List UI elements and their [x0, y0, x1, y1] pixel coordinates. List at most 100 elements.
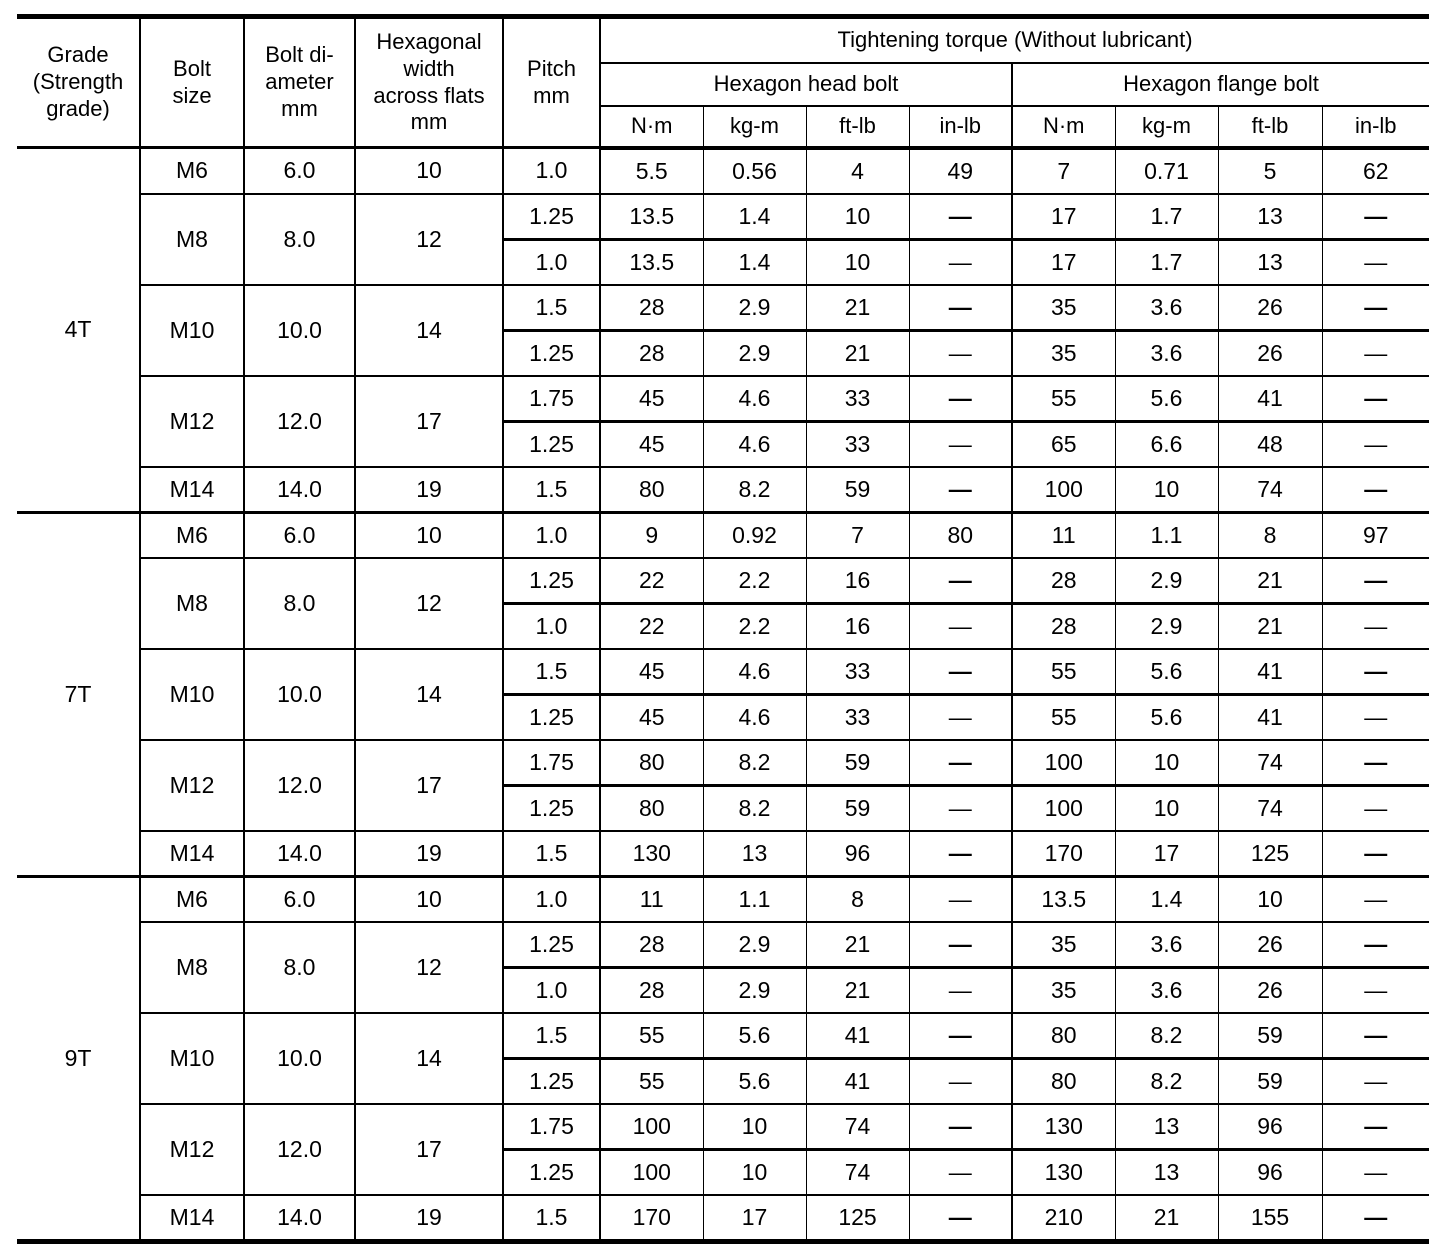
torque-value-cell: 13 [1114, 1102, 1219, 1150]
torque-value-cell: — [1321, 1102, 1430, 1150]
torque-value-cell: — [1321, 920, 1430, 968]
torque-value-cell: 2.9 [1114, 556, 1219, 604]
bolt-size-cell: M10 [139, 647, 245, 741]
torque-value-cell: 33 [805, 419, 910, 468]
torque-value-cell: 22 [599, 556, 704, 604]
torque-value-cell: 8.2 [1114, 1011, 1219, 1059]
torque-value-cell: — [908, 465, 1013, 513]
torque-value-cell: 125 [805, 1193, 910, 1244]
torque-value-cell: 13 [1217, 192, 1323, 240]
torque-value-cell: 21 [805, 328, 910, 377]
bolt-size-cell: M8 [139, 556, 245, 650]
torque-value-cell: — [1321, 237, 1430, 286]
torque-value-cell: — [908, 601, 1013, 650]
torque-value-cell: — [1321, 829, 1430, 877]
torque-value-cell: 59 [805, 738, 910, 786]
torque-value-cell: 10 [805, 237, 910, 286]
torque-value-cell: — [908, 556, 1013, 604]
pitch-cell: 1.0 [502, 874, 601, 923]
torque-value-cell: 11 [1011, 510, 1116, 559]
col-header-hexagon-flange-bolt: Hexagon flange bolt [1010, 61, 1430, 107]
col-header-pitch: Pitch mm [502, 14, 601, 149]
torque-value-cell: — [1321, 965, 1430, 1014]
torque-value-cell: 26 [1217, 920, 1323, 968]
pitch-cell: 1.0 [502, 146, 601, 195]
torque-value-cell: 100 [599, 1102, 704, 1150]
col-header-torque-title: Tightening torque (Without lubricant) [598, 14, 1430, 64]
table-row: 1.25 45 4.6 33—55 5.6 41— [17, 692, 1430, 741]
torque-value-cell: 100 [1011, 783, 1116, 832]
torque-value-cell: — [908, 1102, 1013, 1150]
bolt-diameter-cell: 10.0 [243, 283, 356, 377]
table-row: 7T M6 6.0 10 1.0 9 0.92 7 80 11 1.1 8 97 [17, 510, 1430, 877]
torque-value-cell: — [1321, 419, 1430, 468]
bolt-diameter-cell: 8.0 [243, 920, 356, 1014]
bolt-diameter-cell: 10.0 [243, 647, 356, 741]
torque-value-cell: 35 [1011, 328, 1116, 377]
torque-value-cell: 59 [1217, 1011, 1323, 1059]
torque-value-cell: 2.2 [702, 556, 807, 604]
torque-value-cell: 55 [599, 1011, 704, 1059]
torque-value-cell: 33 [805, 647, 910, 695]
torque-value-cell: 130 [599, 829, 704, 877]
torque-value-cell: 210 [1011, 1193, 1116, 1244]
torque-value-cell: 97 [1321, 510, 1430, 559]
bolt-diameter-cell: 8.0 [243, 192, 356, 286]
bolt-diameter-cell: 14.0 [243, 465, 356, 513]
torque-value-cell: 41 [1217, 647, 1323, 695]
torque-value-cell: 21 [805, 283, 910, 331]
torque-value-cell: 16 [805, 556, 910, 604]
table-row: M10 10.0 14 1.5 55 5.6 41—80 8.2 59— [17, 1011, 1430, 1105]
torque-value-cell: 17 [1114, 829, 1219, 877]
torque-value-cell: 5.6 [1114, 647, 1219, 695]
torque-value-cell: 10 [702, 1147, 807, 1196]
torque-value-cell: 26 [1217, 328, 1323, 377]
col-header-hex-width: Hexagonal width across flats mm [354, 14, 504, 149]
torque-value-cell: — [908, 374, 1013, 422]
torque-value-cell: 7 [805, 510, 910, 559]
header-row-units: N·m kg-m ft-lb in-lb N·m kg-m ft-lb in-l… [17, 104, 1430, 150]
table-row: M10 10.0 14 1.5 45 4.6 33—55 5.6 41— [17, 647, 1430, 741]
pitch-cell: 1.75 [502, 1102, 601, 1150]
hex-width-cell: 12 [354, 556, 504, 650]
torque-value-cell: 21 [805, 920, 910, 968]
torque-value-cell: 10 [1114, 738, 1219, 786]
torque-value-cell: 59 [805, 783, 910, 832]
torque-value-cell: — [1321, 647, 1430, 695]
torque-value-cell: 26 [1217, 283, 1323, 331]
hex-width-cell: 19 [354, 829, 504, 877]
torque-value-cell: 5.6 [702, 1011, 807, 1059]
table-row: M8 8.0 12 1.25 22 2.2 16—28 2.9 21— [17, 556, 1430, 650]
torque-value-cell: — [1321, 283, 1430, 331]
torque-value-cell: 2.2 [702, 601, 807, 650]
torque-value-cell: 2.9 [702, 283, 807, 331]
header-row-bolt-types: Hexagon head bolt Hexagon flange bolt [17, 61, 1430, 107]
bolt-size-cell: M12 [139, 738, 245, 832]
table-row: 1.25 28 2.9 21—35 3.6 26— [17, 328, 1430, 377]
torque-value-cell: 1.7 [1114, 237, 1219, 286]
grade-cell: 7T [17, 510, 141, 877]
unit-header: ft-lb [1217, 104, 1323, 150]
torque-value-cell: 11 [599, 874, 704, 923]
torque-value-cell: 130 [1011, 1102, 1116, 1150]
torque-value-cell: — [908, 328, 1013, 377]
pitch-cell: 1.75 [502, 374, 601, 422]
torque-value-cell: 28 [1011, 601, 1116, 650]
table-row: M12 12.0 17 1.75 45 4.6 33—55 5.6 41— [17, 374, 1430, 468]
torque-value-cell: 33 [805, 692, 910, 741]
torque-value-cell: 4.6 [702, 647, 807, 695]
torque-value-cell: 2.9 [702, 965, 807, 1014]
torque-value-cell: 10 [1114, 783, 1219, 832]
torque-value-cell: 59 [805, 465, 910, 513]
col-header-bolt-diameter: Bolt di- ameter mm [243, 14, 356, 149]
grade-cell: 9T [17, 874, 141, 1244]
page: Grade (Strength grade) Bolt size Bolt di… [17, 14, 1430, 1244]
torque-value-cell: 2.9 [702, 920, 807, 968]
torque-value-cell: — [1321, 1193, 1430, 1244]
torque-value-cell: — [1321, 738, 1430, 786]
pitch-cell: 1.0 [502, 237, 601, 286]
bolt-size-cell: M14 [139, 465, 245, 513]
bolt-size-cell: M10 [139, 283, 245, 377]
torque-value-cell: — [1321, 874, 1430, 923]
bolt-size-cell: M14 [139, 829, 245, 877]
